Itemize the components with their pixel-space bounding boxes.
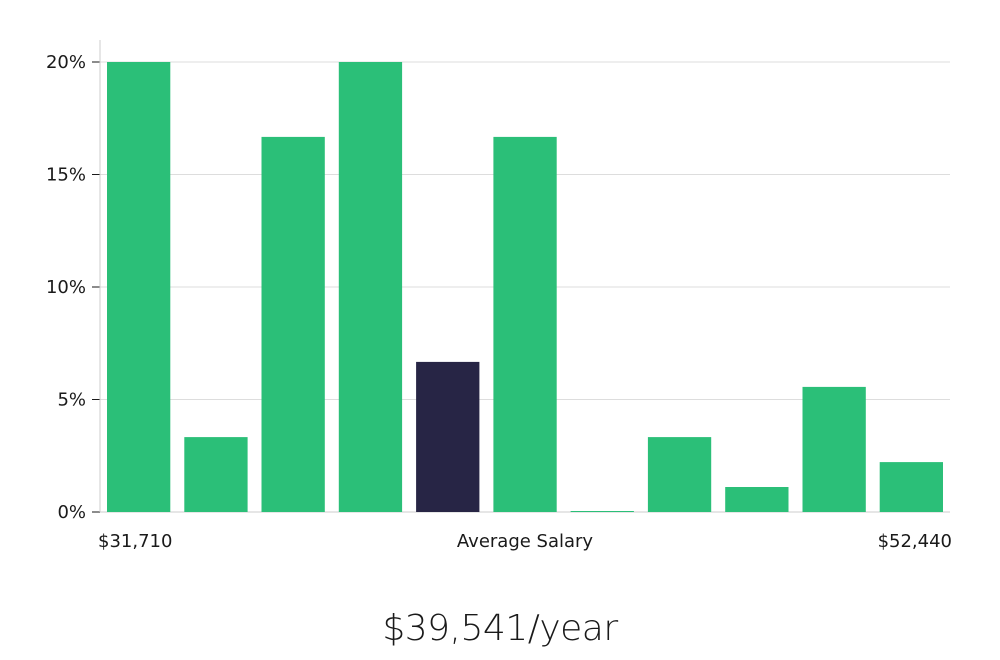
bar	[493, 136, 557, 512]
bar	[879, 462, 943, 512]
bar	[261, 136, 325, 512]
bars	[107, 62, 943, 512]
bar	[107, 62, 171, 512]
x-axis-title: Average Salary	[457, 531, 594, 552]
bar	[338, 62, 403, 512]
y-axis-ticks: 0% 5% 10% 15% 20%	[46, 52, 100, 523]
y-tick-label: 10%	[46, 277, 86, 298]
average-salary-headline: $39,541/year	[382, 608, 618, 649]
y-tick-label: 0%	[57, 502, 86, 523]
bar-highlighted	[416, 361, 480, 512]
y-tick-label: 20%	[46, 52, 86, 73]
y-tick-label: 5%	[57, 390, 86, 411]
bar	[647, 437, 712, 512]
bar	[802, 386, 866, 512]
bar	[725, 487, 789, 512]
bar	[184, 437, 248, 512]
y-tick-label: 15%	[46, 165, 86, 186]
bar	[570, 511, 634, 512]
salary-histogram: 0% 5% 10% 15% 20% $31,710 Average Salary $52…	[46, 40, 952, 552]
x-max-label: $52,440	[878, 531, 952, 552]
x-min-label: $31,710	[98, 531, 172, 552]
